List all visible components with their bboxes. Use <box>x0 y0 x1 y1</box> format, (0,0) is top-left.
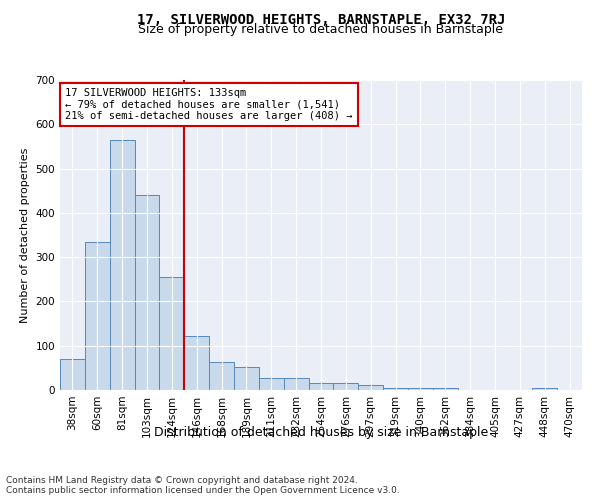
Bar <box>110 140 134 390</box>
Bar <box>358 384 383 390</box>
Bar <box>134 195 160 390</box>
Bar <box>308 383 334 390</box>
Bar <box>85 242 110 390</box>
Text: 17, SILVERWOOD HEIGHTS, BARNSTAPLE, EX32 7RJ: 17, SILVERWOOD HEIGHTS, BARNSTAPLE, EX32… <box>137 12 505 26</box>
Bar <box>209 362 234 390</box>
Bar <box>184 336 209 390</box>
Bar <box>532 388 557 390</box>
Bar <box>408 388 433 390</box>
Bar <box>284 378 308 390</box>
Bar <box>259 378 284 390</box>
Bar <box>160 277 184 390</box>
Bar <box>234 366 259 390</box>
Bar <box>433 388 458 390</box>
Bar <box>60 359 85 390</box>
Text: Distribution of detached houses by size in Barnstaple: Distribution of detached houses by size … <box>154 426 488 439</box>
Bar <box>334 383 358 390</box>
Text: Contains HM Land Registry data © Crown copyright and database right 2024.
Contai: Contains HM Land Registry data © Crown c… <box>6 476 400 495</box>
Text: Size of property relative to detached houses in Barnstaple: Size of property relative to detached ho… <box>139 24 503 36</box>
Bar <box>383 388 408 390</box>
Y-axis label: Number of detached properties: Number of detached properties <box>20 148 30 322</box>
Text: 17 SILVERWOOD HEIGHTS: 133sqm
← 79% of detached houses are smaller (1,541)
21% o: 17 SILVERWOOD HEIGHTS: 133sqm ← 79% of d… <box>65 88 353 121</box>
